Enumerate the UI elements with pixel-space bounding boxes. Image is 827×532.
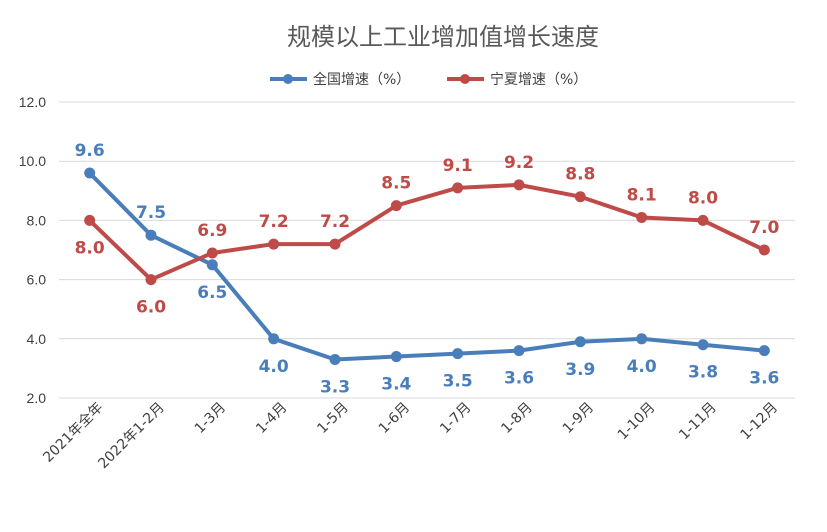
y-tick-label: 8.0 [27, 212, 47, 228]
data-label-1: 8.8 [565, 165, 595, 185]
data-label-1: 8.0 [688, 188, 718, 208]
data-point-1 [329, 238, 341, 250]
data-label-1: 7.0 [749, 218, 779, 238]
data-label-0: 9.6 [75, 141, 105, 161]
data-point-0 [636, 333, 648, 345]
data-label-0: 3.6 [504, 369, 534, 389]
data-point-0 [329, 354, 341, 366]
data-point-0 [758, 345, 770, 357]
legend-marker-national [283, 74, 293, 84]
x-tick-label: 1-3月 [192, 400, 229, 437]
data-label-1: 8.5 [381, 174, 411, 194]
data-label-0: 4.0 [259, 357, 289, 377]
data-labels: 9.6 7.5 6.5 4.0 3.3 3.4 3.5 3.6 3.9 4.0 3.8 3.6 8.0 6… [75, 141, 780, 397]
x-tick-label: 1-6月 [376, 400, 413, 437]
data-point-0 [574, 336, 586, 348]
data-point-1 [697, 214, 709, 226]
data-label-0: 4.0 [627, 357, 657, 377]
x-tick-label: 1-5月 [314, 400, 351, 437]
data-point-0 [84, 167, 96, 179]
data-label-0: 3.5 [443, 372, 473, 392]
data-label-0: 7.5 [136, 203, 166, 223]
data-point-1 [206, 247, 218, 259]
data-point-0 [697, 339, 709, 351]
legend-marker-ningxia [460, 74, 470, 84]
data-label-1: 6.0 [136, 298, 166, 318]
data-label-1: 8.1 [627, 185, 657, 205]
data-label-1: 7.2 [259, 212, 289, 232]
data-label-0: 3.8 [688, 363, 718, 383]
data-label-1: 7.2 [320, 212, 350, 232]
data-point-0 [390, 351, 402, 363]
data-point-1 [636, 211, 648, 223]
data-label-1: 6.9 [197, 221, 227, 241]
data-point-1 [268, 238, 280, 250]
legend: 全国增速（%） 宁夏增速（%） [270, 71, 587, 88]
x-tick-label: 2022年1-2月 [95, 400, 167, 472]
x-tick-label: 1-12月 [737, 400, 781, 444]
data-point-1 [513, 179, 525, 191]
x-tick-label: 1-10月 [615, 400, 659, 444]
data-point-1 [758, 244, 770, 256]
data-point-1 [145, 274, 157, 286]
x-tick-label: 1-11月 [676, 400, 720, 444]
data-label-0: 3.4 [381, 375, 411, 395]
data-label-0: 3.9 [565, 360, 595, 380]
data-label-1: 9.1 [443, 156, 473, 176]
legend-label-ningxia: 宁夏增速（%） [490, 71, 587, 88]
x-tick-label: 1-9月 [560, 400, 597, 437]
chart-title: 规模以上工业增加值增长速度 [287, 23, 599, 51]
y-tick-label: 2.0 [27, 390, 47, 406]
x-tick-label: 1-7月 [437, 400, 474, 437]
data-label-0: 3.3 [320, 378, 350, 398]
series-group [84, 167, 770, 366]
y-tick-label: 10.0 [19, 153, 46, 169]
x-tick-label: 1-4月 [253, 400, 290, 437]
data-label-0: 6.5 [197, 283, 227, 303]
data-label-1: 9.2 [504, 153, 534, 173]
y-axis-ticks: 2.0 4.0 6.0 8.0 10.0 12.0 [19, 94, 46, 406]
data-label-0: 3.6 [749, 369, 779, 389]
x-tick-label: 2021年全年 [40, 399, 107, 466]
legend-label-national: 全国增速（%） [313, 71, 410, 88]
data-point-0 [452, 348, 464, 360]
data-point-0 [513, 345, 525, 357]
y-tick-label: 4.0 [27, 331, 47, 347]
data-point-0 [145, 229, 157, 241]
data-point-1 [84, 214, 96, 226]
legend-item-national: 全国增速（%） [270, 71, 410, 88]
gridlines [59, 101, 795, 399]
data-label-1: 8.0 [75, 238, 105, 258]
series-line-1 [88, 182, 766, 282]
data-point-0 [268, 333, 280, 345]
series-line-0 [88, 171, 765, 362]
data-point-1 [574, 191, 586, 203]
data-point-1 [452, 182, 464, 194]
y-tick-label: 6.0 [27, 272, 47, 288]
y-tick-label: 12.0 [19, 94, 46, 110]
data-point-0 [206, 259, 218, 271]
x-tick-label: 1-8月 [498, 400, 535, 437]
legend-item-ningxia: 宁夏增速（%） [447, 71, 587, 88]
data-point-1 [390, 200, 402, 212]
